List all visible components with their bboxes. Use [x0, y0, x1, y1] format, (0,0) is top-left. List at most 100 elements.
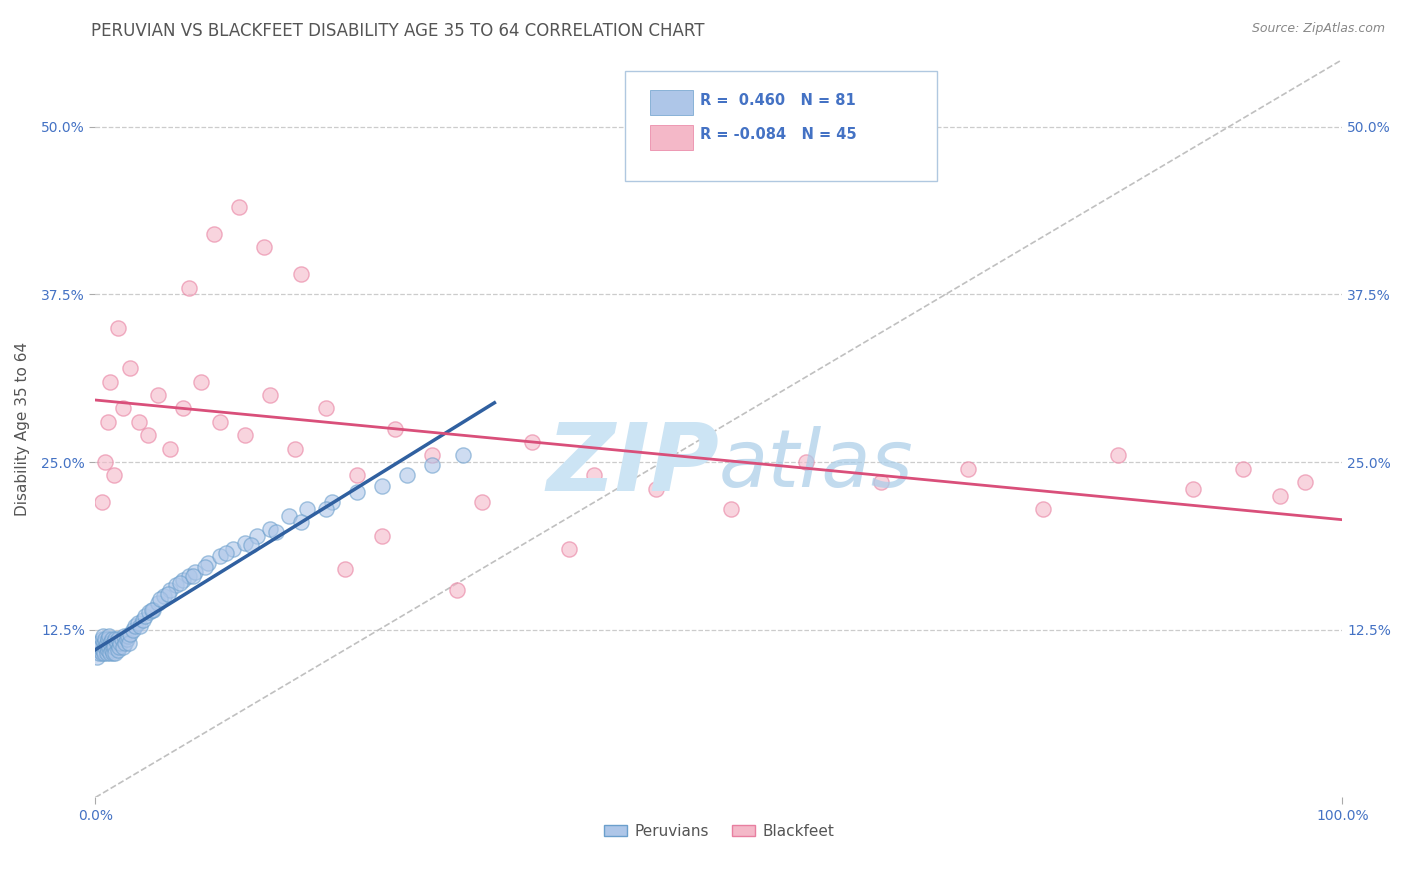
Point [97, 643, 120, 657]
Point [297, 502, 319, 516]
Point [107, 321, 129, 335]
Point [97, 415, 120, 429]
Point [159, 582, 181, 597]
Point [90, 646, 112, 660]
Point [184, 565, 207, 579]
Point [100, 632, 122, 647]
Point [96, 636, 118, 650]
Point [645, 482, 668, 496]
Point [233, 428, 256, 442]
Point [156, 586, 179, 600]
Point [159, 442, 181, 456]
Point [124, 618, 146, 632]
Point [118, 636, 141, 650]
Point [127, 615, 149, 630]
Point [259, 522, 281, 536]
Point [194, 559, 217, 574]
Point [202, 227, 225, 241]
Point [333, 562, 356, 576]
Point [117, 630, 139, 644]
Point [90, 495, 112, 509]
Point [794, 455, 817, 469]
Point [346, 468, 368, 483]
Point [420, 448, 443, 462]
Point [153, 589, 176, 603]
FancyBboxPatch shape [650, 90, 693, 115]
Text: atlas: atlas [718, 426, 914, 504]
Point [246, 529, 269, 543]
Point [240, 538, 263, 552]
Point [104, 646, 127, 660]
Point [446, 582, 468, 597]
Point [120, 361, 142, 376]
Point [215, 546, 238, 560]
Point [384, 421, 406, 435]
Point [290, 516, 312, 530]
Point [1294, 475, 1316, 490]
Point [100, 643, 122, 657]
Point [264, 524, 287, 539]
Point [93, 636, 115, 650]
Point [371, 529, 394, 543]
Text: PERUVIAN VS BLACKFEET DISABILITY AGE 35 TO 64 CORRELATION CHART: PERUVIAN VS BLACKFEET DISABILITY AGE 35 … [91, 22, 704, 40]
Point [94, 455, 117, 469]
Point [146, 596, 169, 610]
Point [104, 632, 127, 647]
Point [315, 502, 337, 516]
Point [134, 609, 156, 624]
FancyBboxPatch shape [650, 125, 693, 150]
Text: ZIP: ZIP [546, 419, 718, 511]
Point [89, 646, 111, 660]
Point [93, 646, 115, 660]
Point [94, 640, 117, 655]
Point [172, 401, 194, 416]
Point [177, 280, 200, 294]
Point [149, 591, 172, 606]
Point [89, 636, 111, 650]
Point [451, 448, 474, 462]
Point [138, 605, 160, 619]
Y-axis label: Disability Age 35 to 64: Disability Age 35 to 64 [15, 342, 30, 516]
Point [101, 636, 124, 650]
Point [91, 630, 114, 644]
Point [110, 632, 132, 647]
Point [111, 401, 134, 416]
Point [1232, 462, 1254, 476]
Point [315, 401, 337, 416]
Point [1107, 448, 1129, 462]
Point [396, 468, 419, 483]
Point [110, 636, 132, 650]
Point [277, 508, 299, 523]
Point [136, 428, 159, 442]
Point [141, 602, 163, 616]
FancyBboxPatch shape [626, 70, 936, 181]
Point [97, 632, 120, 647]
Point [98, 640, 121, 655]
Point [165, 578, 187, 592]
Point [371, 479, 394, 493]
Point [98, 646, 121, 660]
Point [98, 375, 121, 389]
Point [103, 640, 125, 655]
Text: R =  0.460   N = 81: R = 0.460 N = 81 [700, 93, 856, 108]
Point [957, 462, 980, 476]
Point [111, 640, 134, 655]
Point [105, 636, 128, 650]
Point [181, 569, 204, 583]
Point [98, 636, 121, 650]
Point [420, 458, 443, 472]
Point [121, 623, 143, 637]
Point [177, 569, 200, 583]
Point [89, 640, 111, 655]
Point [284, 442, 307, 456]
Point [209, 415, 232, 429]
Point [86, 649, 108, 664]
Point [233, 535, 256, 549]
Point [190, 375, 212, 389]
Point [87, 643, 110, 657]
Point [228, 200, 250, 214]
Point [108, 640, 131, 655]
Point [290, 267, 312, 281]
Point [583, 468, 606, 483]
Point [221, 542, 243, 557]
